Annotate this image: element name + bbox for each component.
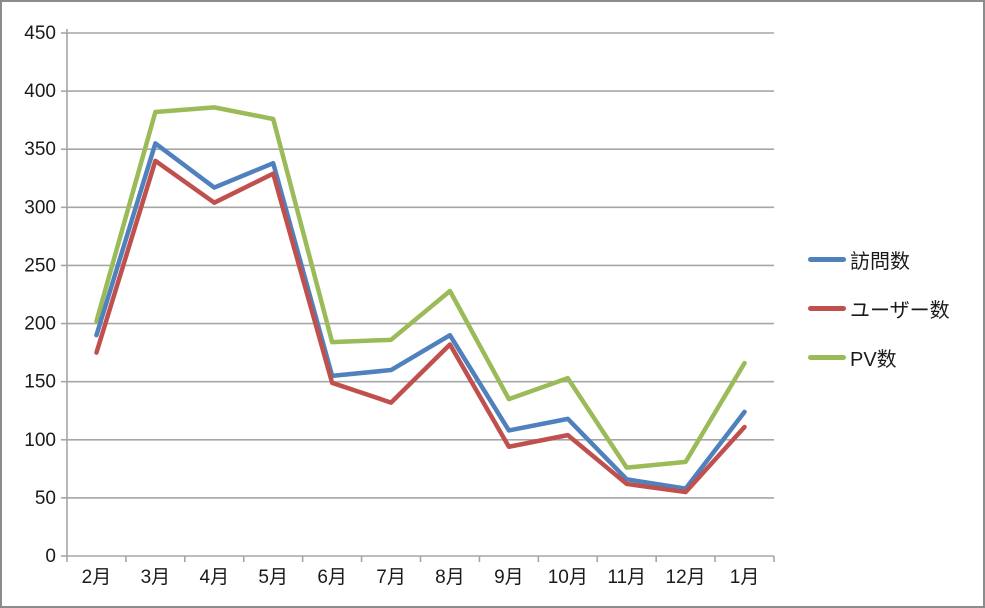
y-tick-label: 100 xyxy=(24,430,56,451)
legend-label-pageviews: PV数 xyxy=(850,349,897,371)
x-tick-label: 1月 xyxy=(730,567,760,588)
y-tick-label: 300 xyxy=(24,197,56,218)
y-tick-label: 450 xyxy=(24,23,56,44)
legend-swatch-visits xyxy=(808,257,846,262)
legend-label-visits: 訪問数 xyxy=(850,251,910,273)
x-tick-label: 9月 xyxy=(494,567,524,588)
legend-swatch-users xyxy=(808,306,846,311)
legend-label-users: ユーザー数 xyxy=(850,300,950,322)
legend-item-visits: 訪問数 xyxy=(808,245,950,274)
series-line-訪問数 xyxy=(94,141,747,491)
x-tick-label: 12月 xyxy=(666,567,706,588)
y-tick-label: 350 xyxy=(24,139,56,160)
x-tick-label: 6月 xyxy=(317,567,347,588)
x-tick-label: 7月 xyxy=(376,567,406,588)
y-tick-label: 150 xyxy=(24,372,56,393)
y-tick-label: 50 xyxy=(35,488,56,509)
x-tick-label: 5月 xyxy=(258,567,288,588)
legend-item-users: ユーザー数 xyxy=(808,294,950,323)
x-tick-label: 4月 xyxy=(200,567,230,588)
y-tick-label: 400 xyxy=(24,81,56,102)
legend-item-pageviews: PV数 xyxy=(808,343,950,372)
x-tick-label: 8月 xyxy=(435,567,465,588)
y-tick-label: 200 xyxy=(24,314,56,335)
y-tick-label: 250 xyxy=(24,255,56,276)
x-tick-label: 3月 xyxy=(141,567,171,588)
x-tick-label: 11月 xyxy=(607,567,646,588)
x-tick-label: 2月 xyxy=(82,567,112,588)
x-tick-label: 10月 xyxy=(548,567,588,588)
y-tick-label: 0 xyxy=(45,546,56,567)
series-line-PV数 xyxy=(94,105,747,470)
series-line-ユーザー数 xyxy=(94,158,747,495)
legend-swatch-pageviews xyxy=(808,355,846,360)
chart-legend: 訪問数 ユーザー数 PV数 xyxy=(808,245,950,372)
